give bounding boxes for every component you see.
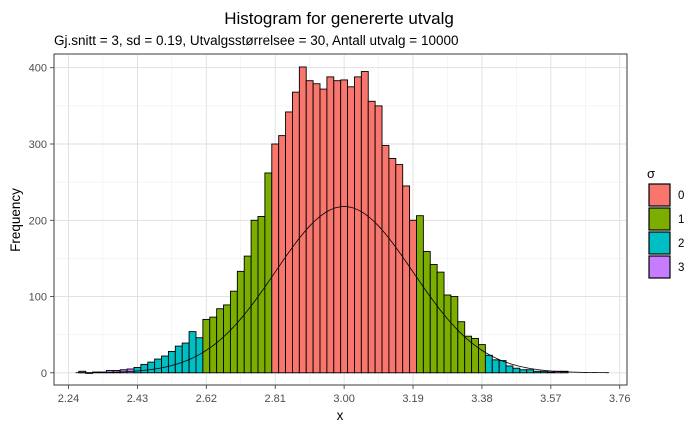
histogram-bar (450, 296, 459, 374)
plot-border (53, 53, 628, 386)
histogram-bar (154, 358, 162, 374)
legend-label: 0 (678, 190, 684, 202)
histogram-bar (409, 219, 417, 374)
histogram-bar (312, 83, 321, 374)
y-axis-ticks: 0 100 200 300 400 (29, 63, 54, 380)
legend-key (648, 231, 671, 255)
histogram-bar (174, 345, 183, 374)
histogram-bar (298, 66, 307, 374)
histogram-bar (305, 80, 314, 374)
chart-subtitle: Gj.snitt = 3, sd = 0.19, Utvalgsstørrels… (54, 33, 458, 48)
x-tick-label: 3.76 (609, 393, 630, 405)
histogram-bar (436, 271, 445, 374)
y-tick-label: 200 (29, 215, 47, 227)
histogram-bar (319, 88, 328, 374)
x-tick-label: 3.19 (402, 393, 423, 405)
legend-key (648, 207, 671, 231)
x-tick-label: 3.00 (333, 393, 354, 405)
histogram-bar (429, 264, 438, 374)
histogram-bar (161, 355, 169, 374)
histogram-bar (119, 369, 128, 374)
histogram-bar (388, 158, 397, 374)
x-tick-label: 2.62 (196, 393, 217, 405)
histogram-bar (422, 251, 431, 374)
y-tick-label: 400 (29, 63, 47, 75)
histogram-bar (402, 185, 411, 374)
histogram-bar (223, 304, 231, 374)
chart-title: Histogram for genererte utvalg (224, 9, 454, 28)
histogram-bar (519, 369, 528, 374)
histogram-bar (167, 350, 176, 374)
x-tick-label: 3.38 (471, 393, 492, 405)
histogram-bar (347, 86, 355, 374)
histogram-bar (195, 337, 204, 374)
histogram-bar (133, 367, 142, 374)
histogram-bar (354, 76, 362, 374)
histogram-bar (491, 359, 500, 374)
y-tick-label: 300 (29, 139, 47, 151)
histogram-bar (526, 369, 535, 374)
x-tick-label: 2.81 (265, 393, 286, 405)
y-tick-label: 0 (41, 368, 47, 380)
histogram-bar (140, 363, 149, 374)
histogram-bar (216, 308, 224, 374)
histogram-bar (271, 143, 280, 374)
x-tick-label: 2.43 (127, 393, 148, 405)
histogram-bar (326, 76, 335, 374)
histogram-bar (512, 367, 521, 374)
histogram-bar (374, 105, 383, 374)
histogram-bar (484, 354, 493, 374)
x-tick-label: 3.57 (540, 393, 561, 405)
histogram-bar (367, 100, 376, 374)
histogram-bar (243, 255, 252, 374)
histogram-bar (264, 172, 273, 374)
histogram-bar (498, 360, 507, 374)
x-axis-title: x (337, 408, 344, 423)
histogram-bar (360, 71, 369, 374)
histogram-bar (546, 371, 555, 374)
legend-label: 1 (678, 214, 684, 226)
histogram-bar (278, 135, 287, 374)
y-axis-title: Frequency (8, 188, 23, 252)
histogram-bar (285, 111, 293, 374)
legend: σ 0 1 2 3 (647, 166, 684, 279)
histogram-bar (381, 145, 390, 374)
x-axis-ticks: 2.24 2.43 2.62 2.81 3.00 3.19 3.38 3.57 3.76 (58, 385, 630, 405)
histogram-bar (533, 370, 541, 374)
histogram-bar (340, 79, 349, 374)
histogram-bars (78, 66, 569, 374)
legend-key (648, 183, 671, 207)
histogram-bar (416, 215, 424, 374)
histogram-bar (505, 365, 514, 374)
histogram-bar (395, 164, 404, 374)
y-tick-label: 100 (29, 292, 47, 304)
legend-label: 2 (678, 238, 684, 250)
legend-title: σ (647, 166, 655, 181)
histogram-bar (147, 361, 156, 374)
histogram-bar (250, 219, 259, 374)
density-curve (75, 206, 609, 374)
histogram-bar (443, 294, 452, 374)
x-tick-label: 2.24 (58, 393, 79, 405)
histogram-bar (291, 91, 300, 374)
histogram-bar (540, 370, 548, 374)
legend-key (648, 255, 671, 279)
histogram-bar (202, 318, 211, 374)
legend-label: 3 (678, 262, 684, 274)
histogram-bar (188, 331, 197, 374)
histogram-bar (181, 342, 190, 374)
histogram-bar (457, 321, 466, 374)
histogram-bar (229, 290, 238, 374)
histogram-bar (333, 80, 342, 374)
